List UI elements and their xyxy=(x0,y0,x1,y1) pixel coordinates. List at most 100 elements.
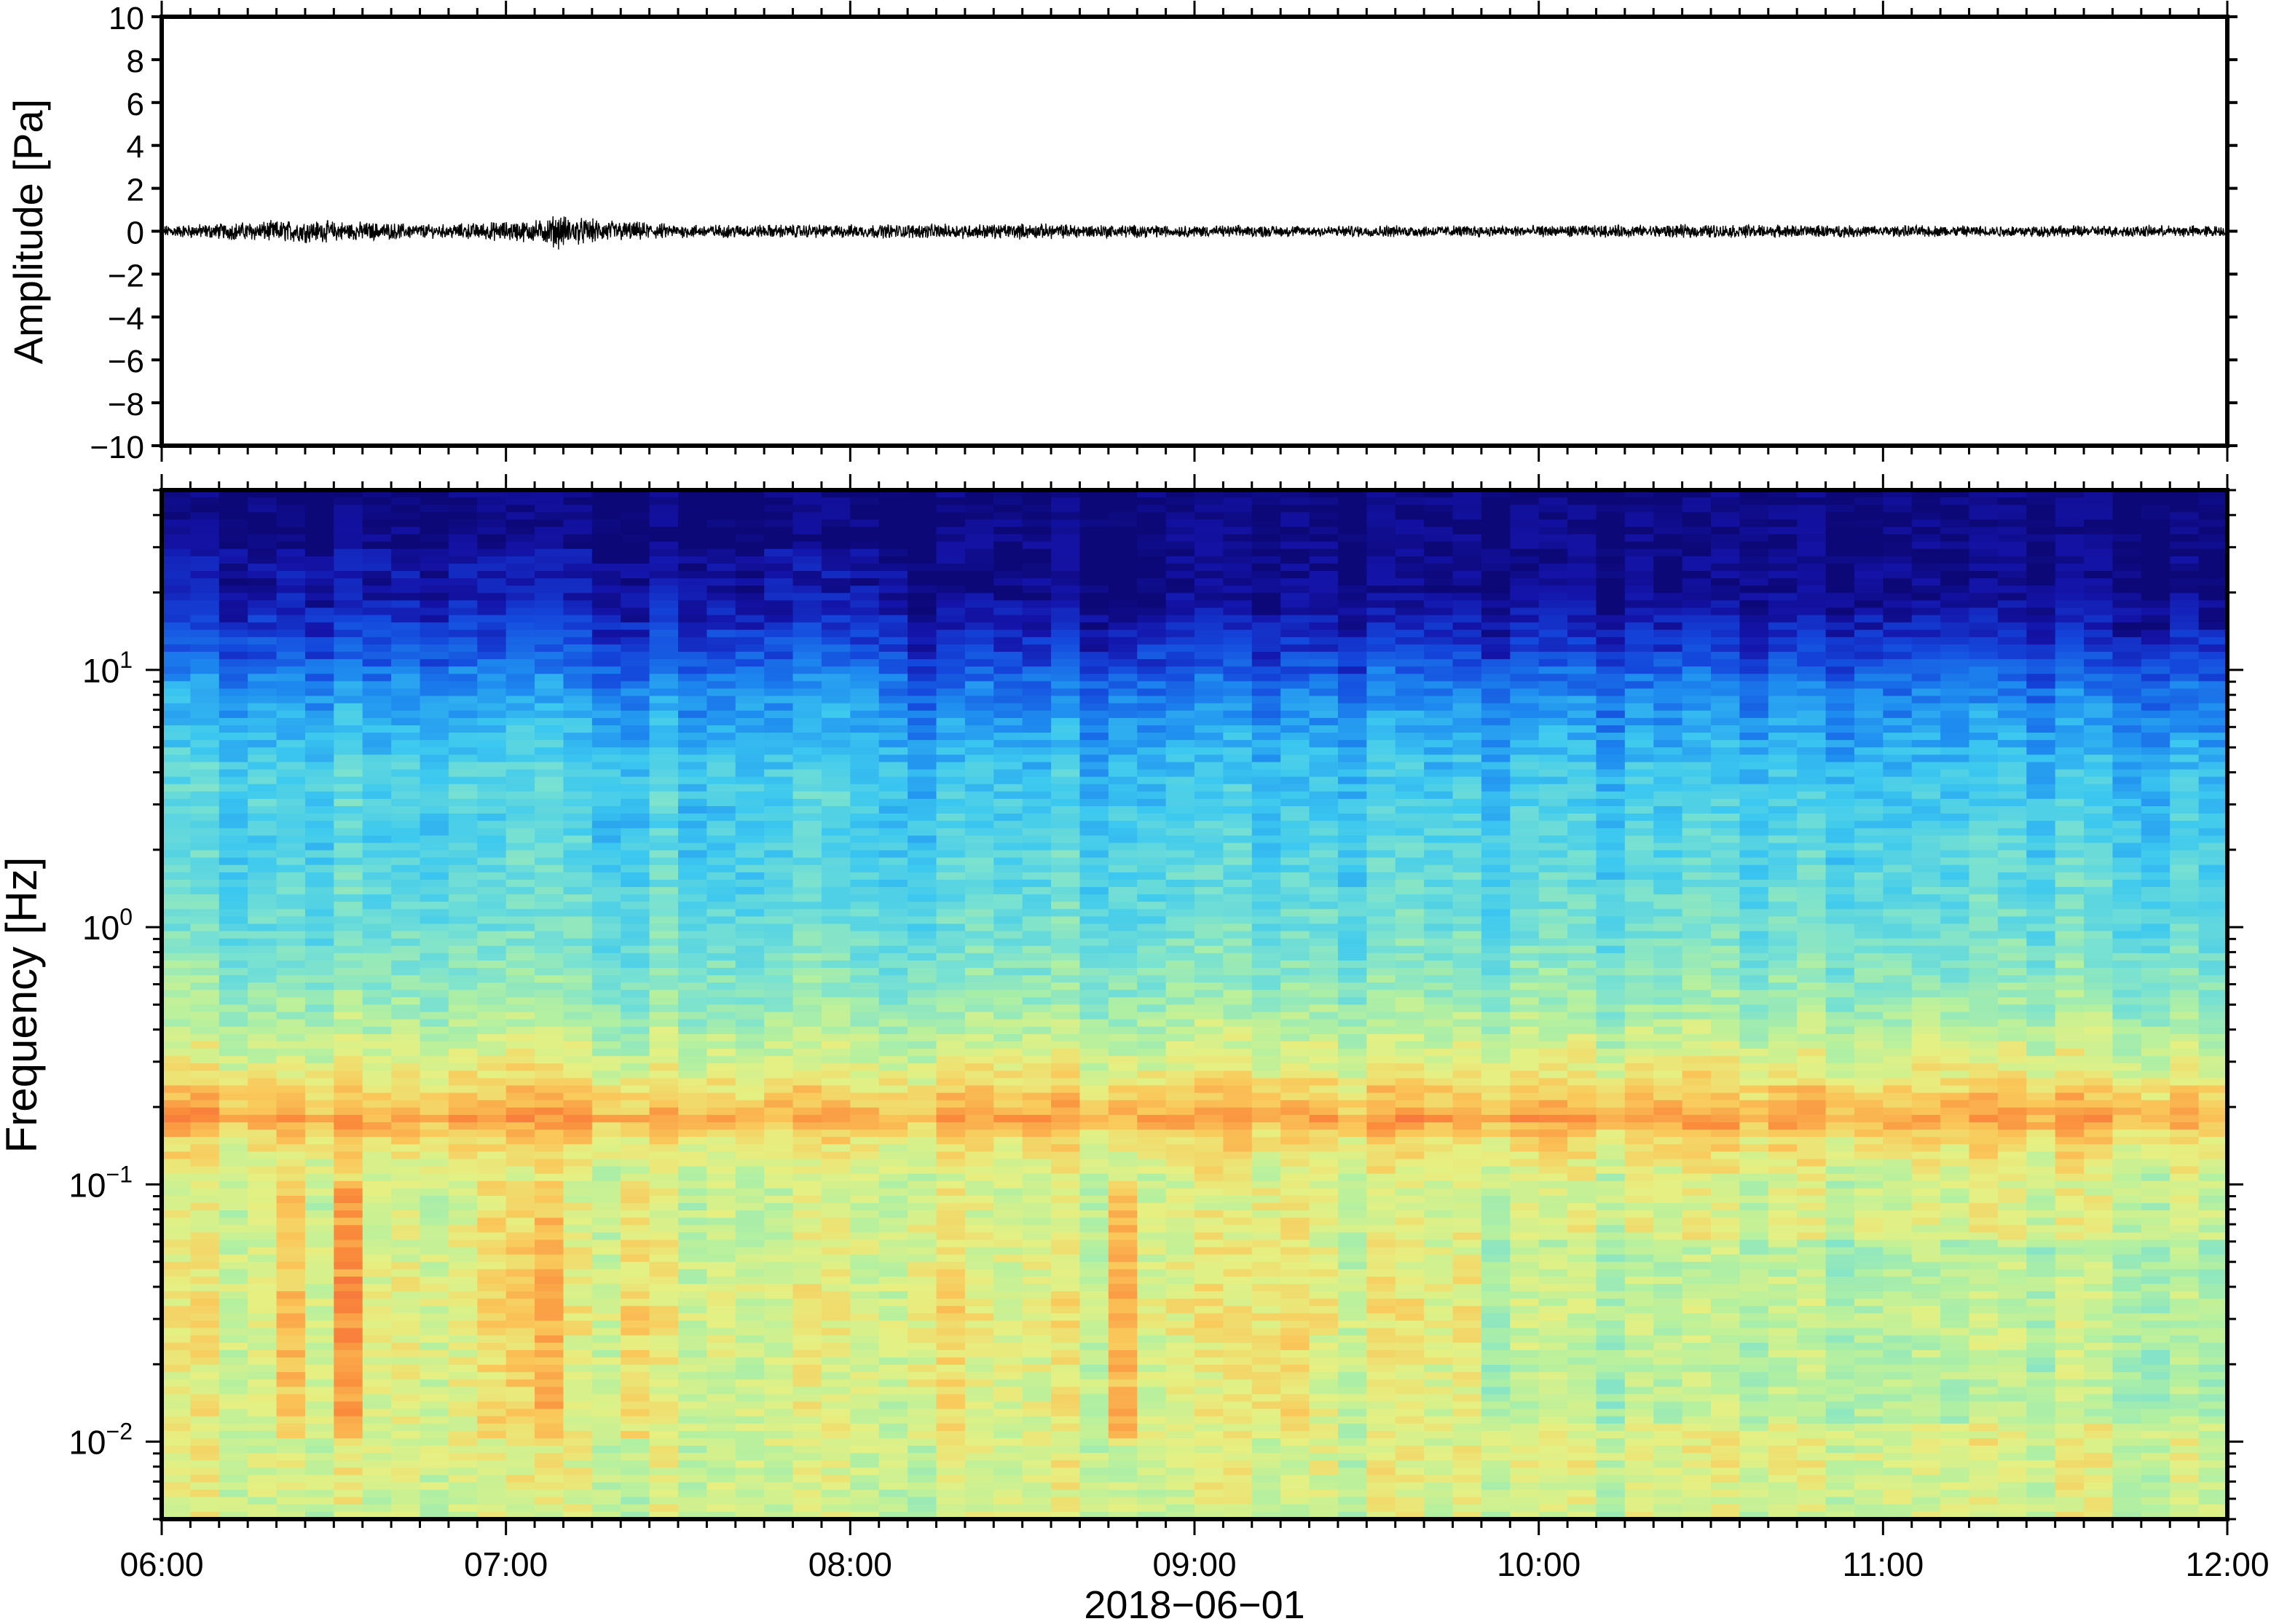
spectrogram-cell xyxy=(304,527,335,535)
spectrogram-cell xyxy=(1022,548,1052,557)
spectrogram-cell xyxy=(1022,923,1052,932)
spectrogram-cell xyxy=(2170,740,2200,749)
spectrogram-cell xyxy=(1022,945,1052,954)
spectrogram-cell xyxy=(1883,636,1913,645)
spectrogram-cell xyxy=(678,674,708,682)
spectrogram-cell xyxy=(1739,695,1769,704)
spectrogram-cell xyxy=(190,717,220,726)
spectrogram-cell xyxy=(993,887,1023,895)
spectrogram-cell xyxy=(621,505,650,513)
spectrogram-cell xyxy=(649,725,679,733)
spectrogram-cell xyxy=(821,563,851,572)
spectrogram-cell xyxy=(1940,636,1970,645)
spectrogram-cell xyxy=(162,556,192,564)
spectrogram-cell xyxy=(1653,740,1683,749)
spectrogram-cell xyxy=(1711,894,1741,902)
spectrogram-cell xyxy=(162,652,192,660)
spectrogram-cell xyxy=(908,534,937,543)
spectrogram-cell xyxy=(362,776,392,785)
spectrogram-cell xyxy=(190,864,220,873)
spectrogram-cell xyxy=(248,652,278,660)
spectrogram-cell xyxy=(1251,556,1281,564)
spectrogram-cell xyxy=(190,600,220,609)
spectrogram-cell xyxy=(1165,733,1195,741)
spectrogram-cell xyxy=(1911,864,1941,873)
spectrogram-cell xyxy=(792,541,822,550)
spectrogram-cell xyxy=(735,975,765,984)
spectrogram-cell xyxy=(964,600,995,609)
spectrogram-cell xyxy=(1940,931,1970,939)
spectrogram-cell xyxy=(391,600,421,609)
spectrogram-cell xyxy=(563,688,593,697)
spectrogram-cell xyxy=(2141,740,2171,749)
spectrogram-cell xyxy=(2170,813,2200,821)
spectrogram-cell xyxy=(190,805,220,814)
spectrogram-cell xyxy=(1309,916,1339,925)
spectrogram-cell xyxy=(477,512,507,521)
spectrogram-cell xyxy=(621,556,650,564)
spectrogram-cell xyxy=(649,607,679,616)
spectrogram-cell xyxy=(2198,791,2227,800)
spectrogram-cell xyxy=(1424,615,1454,623)
spectrogram-cell xyxy=(878,607,908,616)
spectrogram-cell xyxy=(1194,733,1224,741)
spectrogram-cell xyxy=(878,762,908,770)
spectrogram-cell xyxy=(1911,505,1941,513)
spectrogram-cell xyxy=(1223,879,1253,888)
spectrogram-cell xyxy=(1711,548,1741,557)
spectrogram-cell xyxy=(1711,688,1741,697)
spectrogram-cell xyxy=(1969,747,1999,756)
spectrogram-cell xyxy=(2198,586,2227,594)
spectrogram-cell xyxy=(1711,916,1741,925)
spectrogram-cell xyxy=(563,879,593,888)
spectrogram-cell xyxy=(2170,843,2200,851)
spectrogram-cell xyxy=(190,791,220,800)
spectrogram-cell xyxy=(391,805,421,814)
spectrogram-cell xyxy=(1424,975,1454,984)
spectrogram-cell xyxy=(362,548,392,557)
spectrogram-cell xyxy=(420,563,449,572)
spectrogram-cell xyxy=(1251,864,1281,873)
spectrogram-cell xyxy=(2026,835,2056,844)
spectrogram-cell xyxy=(792,975,822,984)
spectrogram-cell xyxy=(764,968,794,976)
spectrogram-cell xyxy=(248,902,278,910)
spectrogram-cell xyxy=(391,769,421,778)
spectrogram-cell xyxy=(1682,519,1712,528)
spectrogram-cell xyxy=(2198,636,2227,645)
spectrogram-cell xyxy=(1079,703,1109,712)
spectrogram-cell xyxy=(2112,607,2142,616)
spectrogram-cell xyxy=(420,821,449,829)
spectrogram-cell xyxy=(1452,519,1482,528)
spectrogram-cell xyxy=(1137,872,1167,880)
spectrogram-cell xyxy=(1940,872,1970,880)
spectrogram-cell xyxy=(248,872,278,880)
spectrogram-cell xyxy=(678,821,708,829)
spectrogram-cell xyxy=(1366,762,1396,770)
spectrogram-cell xyxy=(621,548,650,557)
spectrogram-cell xyxy=(1768,894,1798,902)
spectrogram-cell xyxy=(362,813,392,821)
spectrogram-cell xyxy=(964,586,995,594)
spectrogram-cell xyxy=(2170,960,2200,969)
spectrogram-cell xyxy=(304,843,335,851)
spectrogram-cell xyxy=(1223,938,1253,947)
spectrogram-cell xyxy=(1194,490,1224,498)
spectrogram-cell xyxy=(1395,534,1425,543)
spectrogram-cell xyxy=(1624,747,1655,756)
spectrogram-cell xyxy=(1538,681,1568,690)
spectrogram-cell xyxy=(1165,681,1195,690)
spectrogram-cell xyxy=(1079,813,1109,821)
spectrogram-cell xyxy=(591,688,622,697)
spectrogram-cell xyxy=(1825,909,1855,918)
spectrogram-cell xyxy=(821,652,851,660)
spectrogram-cell xyxy=(1194,931,1224,939)
spectrogram-cell xyxy=(1280,975,1310,984)
spectrogram-cell xyxy=(304,710,335,719)
spectrogram-cell xyxy=(248,776,278,785)
spectrogram-cell xyxy=(1395,850,1425,859)
spectrogram-cell xyxy=(936,805,966,814)
spectrogram-cell xyxy=(1596,636,1626,645)
spectrogram-cell xyxy=(1997,527,2028,535)
spectrogram-cell xyxy=(1682,776,1712,785)
